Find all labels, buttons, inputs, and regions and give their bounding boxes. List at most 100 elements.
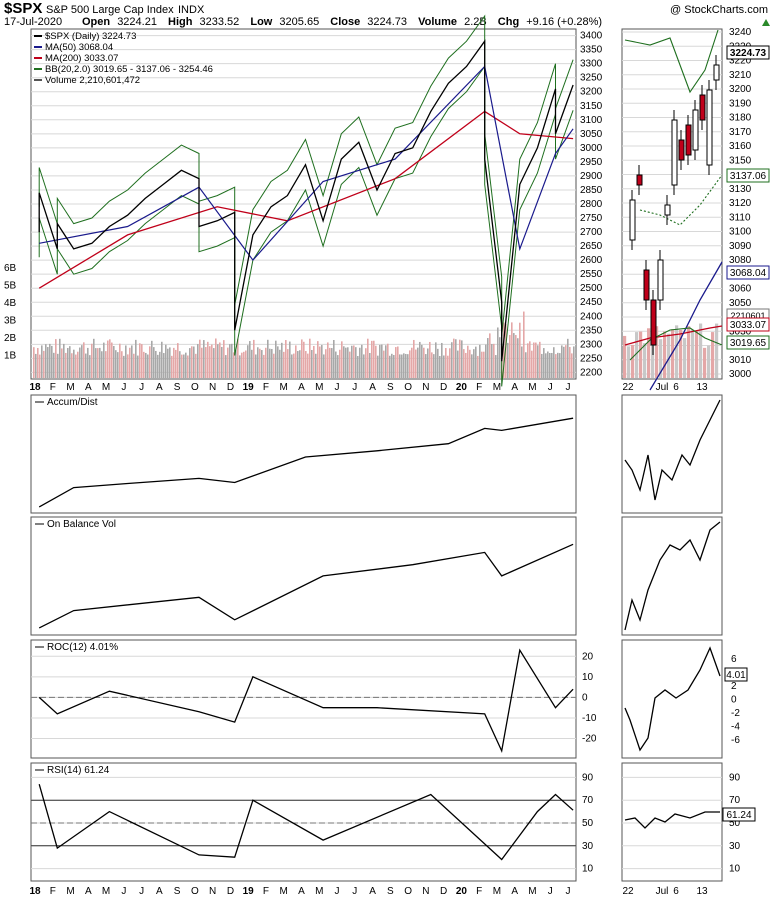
zoom-rsi-tick: 30 [729,841,741,852]
zoom-tick-label: 3000 [729,369,752,380]
zoom-candle [657,259,664,301]
zoom-tick-label: 3200 [729,84,752,95]
volume-bar [315,353,317,378]
x-axis-label: 19 [243,382,255,393]
volume-bar [319,346,321,378]
volume-bar [293,353,295,378]
price-tick-label: 2550 [580,269,603,280]
volume-bar [203,340,205,378]
volume-bar [91,343,93,378]
x-axis-label: J [335,886,340,897]
volume-bar [33,347,35,378]
volume-bar [267,339,269,378]
x-axis-label: O [191,382,199,393]
legend-entry: Volume 2,210,601,472 [45,75,140,86]
volume-bar [557,352,559,378]
volume-bar [97,348,99,378]
volume-bar [385,345,387,378]
volume-bar [141,344,143,378]
volume-bar [425,354,427,378]
x-axis-label: F [476,382,482,393]
volume-bar [333,340,335,378]
volume-bar [299,350,301,378]
volume-bar [59,338,61,378]
sub-tick-label: 90 [582,772,594,783]
volume-bar [167,348,169,378]
x-axis-label: M [102,886,110,897]
volume-bar [155,350,157,378]
zoom-candle [643,269,650,301]
price-tick-label: 3300 [580,59,603,70]
x-axis-label: D [440,382,447,393]
x-axis-label: F [476,886,482,897]
sub-tick-label: 70 [582,795,594,806]
zoom-x-label: 13 [696,886,708,897]
volume-bar [311,349,313,378]
zoom-volume-bar [623,335,627,378]
volume-bar [51,345,53,378]
zoom-tick-label: 3060 [729,284,752,295]
volume-bar [209,346,211,378]
volume-bar [145,352,147,378]
zoom-volume-bar [703,347,707,378]
volume-bar [195,353,197,378]
volume-bar [221,346,223,378]
price-tick-label: 2950 [580,157,603,168]
volume-bar [147,354,149,378]
volume-bar [417,347,419,378]
volume-bar [555,354,557,378]
volume-bar [73,349,75,378]
volume-bar [225,355,227,378]
zoom-tick-label: 3090 [729,241,752,252]
volume-bar [69,346,71,378]
x-axis-label: M [66,382,74,393]
volume-bar [463,349,465,378]
x-axis-label: J [139,886,144,897]
volume-bar [277,346,279,378]
symbol-title: $SPX [4,0,42,17]
volume-bar [403,353,405,378]
zoom-candle [706,89,713,166]
volume-bar [271,348,273,378]
volume-bar [481,351,483,378]
volume-bar [263,354,265,378]
x-axis-label: M [102,382,110,393]
panel-titles: Accum/Dist On Balance Vol ROC(12) 4.01% … [35,397,118,776]
volume-bar [297,351,299,378]
volume-bar [389,355,391,378]
volume-bar [61,348,63,378]
x-axis-label: S [174,886,181,897]
volume-bar [317,341,319,378]
legend-entry: MA(50) 3068.04 [45,42,113,53]
volume-bar [513,333,515,378]
x-axis-label: 19 [243,886,255,897]
x-axis-label: N [422,886,429,897]
sub-tick-label: 10 [582,672,594,683]
volume-bar [129,347,131,378]
volume-bar [191,346,193,378]
volume-bar [57,353,59,378]
zoom-volume-bar [711,332,715,378]
zoom-tick-label: 3190 [729,98,752,109]
volume-bar [421,344,423,378]
volume-bar [199,339,201,378]
value-badges: 3224.73 3137.06 3068.04 2210601 3033.07 … [722,45,770,822]
volume-bar [423,347,425,378]
volume-bar [283,351,285,378]
volume-bar [193,346,195,378]
x-axis-label: J [121,886,126,897]
zoom-rsi-panel [621,762,723,882]
volume-bar [327,342,329,378]
bb-upper-line [38,14,574,336]
volume-bar [451,342,453,378]
zoom-candle [685,124,692,156]
volume-bar [287,349,289,378]
volume-bar [153,347,155,378]
price-tick-label: 2200 [580,367,603,378]
volume-bar [235,350,237,378]
volume-tick-label: 1B [4,351,17,362]
volume-bar [393,354,395,378]
on-balance-volline [38,543,574,629]
volume-bar [503,322,505,378]
volume-bar [279,349,281,378]
